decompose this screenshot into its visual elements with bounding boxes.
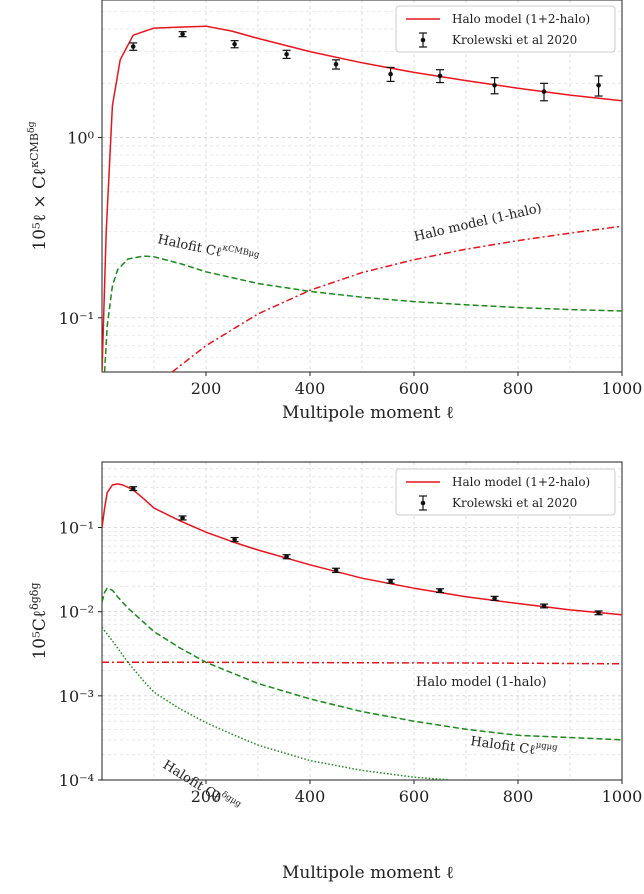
series-group (102, 483, 622, 780)
data-point (232, 41, 237, 47)
x-tick-label: 200 (191, 787, 222, 806)
data-point (596, 83, 601, 88)
x-tick-label: 600 (399, 379, 430, 398)
series-group (102, 25, 622, 372)
data-point (388, 71, 393, 77)
legend: Halo model (1+2-halo) Krolewski et al 202… (395, 5, 616, 53)
x-tick-label: 800 (503, 379, 534, 398)
legend-box (395, 468, 616, 516)
data-point (284, 554, 289, 559)
y-tick-label: 10⁻⁴ (59, 771, 94, 790)
x-tick-label: 800 (503, 787, 534, 806)
legend-box (395, 5, 616, 53)
data-point (492, 596, 497, 601)
legend: Halo model (1+2-halo) Krolewski et al 202… (395, 468, 616, 516)
legend-label-data: Krolewski et al 2020 (452, 33, 577, 47)
y-tick-label: 10⁻¹ (59, 309, 94, 328)
data-point (541, 603, 547, 609)
series-line (102, 587, 622, 741)
data-point (130, 44, 136, 49)
series-line (102, 483, 622, 616)
series-line (171, 225, 622, 372)
data-point (388, 578, 393, 584)
x-tick-label: 400 (295, 379, 326, 398)
data-point (333, 568, 339, 573)
plot-frame (101, 0, 623, 373)
legend-label-halo: Halo model (1+2-halo) (452, 475, 590, 489)
x-axis-label: Multipole moment ℓ (282, 863, 454, 883)
x-tick-label: 1000 (602, 379, 643, 398)
x-tick-label: 400 (295, 787, 326, 806)
series-line (102, 626, 451, 780)
series-line (102, 661, 622, 665)
data-point (130, 486, 136, 491)
x-tick-label: 1000 (602, 787, 643, 806)
data-point (284, 51, 289, 57)
legend-label-halo: Halo model (1+2-halo) (452, 12, 590, 26)
chart-panel-1: 200 400 600 800 1000 10⁰ 10⁻¹ Multipole moment … (26, 0, 642, 423)
y-axis-label: 10⁵ℓ × CℓκCMBδg (26, 121, 50, 250)
data-point (541, 89, 547, 94)
x-tick-label: 600 (399, 787, 430, 806)
legend-point (420, 500, 426, 506)
legend-point (420, 37, 426, 43)
data-point (180, 31, 185, 37)
series-line (103, 255, 622, 372)
data-point (596, 610, 601, 616)
data-point (232, 537, 237, 542)
grid-lines (102, 462, 622, 780)
data-point (492, 83, 497, 88)
x-axis-label: Multipole moment ℓ (282, 403, 454, 423)
y-tick-label: 10⁻² (59, 603, 94, 622)
data-point (180, 515, 185, 521)
data-point (333, 62, 339, 67)
data-point (437, 588, 443, 593)
annotation-label: Halo model (1-halo) (416, 675, 547, 690)
annotation-label: Halofit Cℓμgμg (469, 730, 558, 761)
y-tick-label: 10⁰ (67, 129, 94, 148)
y-tick-label: 10⁻¹ (59, 518, 94, 537)
annotation-label: Halofit Cℓδgμg (160, 754, 244, 816)
x-tick-label: 200 (191, 379, 222, 398)
chart-panel-2: 200 400 600 800 1000 10⁻¹ 10⁻² 10⁻³ 10⁻⁴ Multipol… (28, 461, 643, 883)
y-tick-label: 10⁻³ (59, 687, 94, 706)
grid-lines (102, 0, 622, 372)
data-point (437, 73, 443, 79)
y-axis-label: 10⁵Cℓδgδg (28, 582, 50, 659)
series-line (102, 25, 622, 372)
annotation-label: Halo model (1-halo) (413, 201, 544, 245)
legend-label-data: Krolewski et al 2020 (452, 496, 577, 510)
plot-frame (101, 461, 623, 781)
annotation-label: Halofit CℓκCMBμg (156, 228, 261, 268)
